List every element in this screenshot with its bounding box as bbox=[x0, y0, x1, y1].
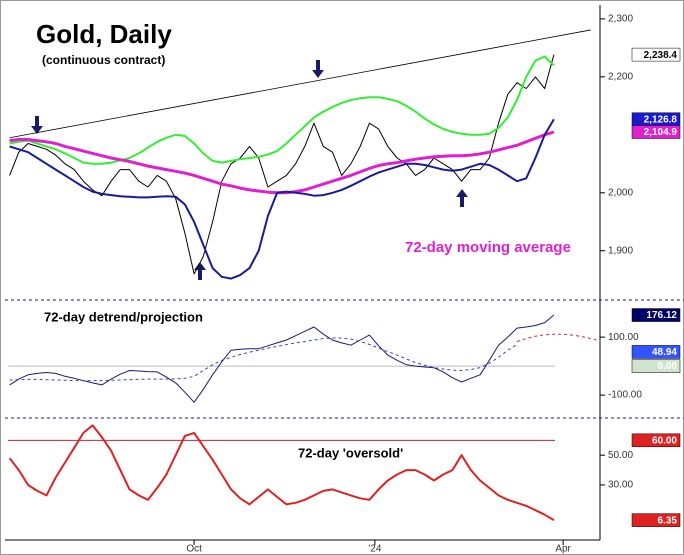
value-marker bbox=[631, 345, 681, 359]
panel-title: 72-day 'oversold' bbox=[298, 445, 403, 460]
arrow-down bbox=[31, 116, 43, 134]
x-tick-label: Oct bbox=[186, 544, 202, 555]
y-tick-label: 2,200 bbox=[608, 72, 633, 83]
value-marker-label: 176.12 bbox=[646, 310, 677, 321]
series-line bbox=[8, 424, 555, 521]
value-marker-label: 2,238.4 bbox=[644, 50, 678, 61]
value-marker-label: 60.00 bbox=[652, 435, 677, 446]
value-marker bbox=[631, 359, 681, 373]
value-marker-label: 2,104.9 bbox=[644, 127, 678, 138]
value-marker-label: 0.00 bbox=[658, 361, 678, 372]
series-line bbox=[9, 337, 518, 382]
series-line bbox=[516, 333, 601, 342]
value-marker-label: 2,126.8 bbox=[644, 114, 678, 125]
series-line bbox=[9, 314, 555, 403]
value-marker bbox=[631, 47, 681, 62]
y-tick-label: 1,900 bbox=[608, 245, 633, 256]
arrow-up bbox=[194, 262, 206, 280]
value-marker bbox=[631, 513, 681, 527]
chart-subtitle: (continuous contract) bbox=[42, 53, 165, 67]
y-tick-label: 2,000 bbox=[608, 187, 633, 198]
arrow-down bbox=[312, 60, 324, 78]
arrow-up bbox=[456, 189, 468, 207]
annotation: 72-day moving average bbox=[405, 239, 571, 256]
y-tick-label: -100.00 bbox=[608, 390, 642, 401]
value-marker bbox=[631, 308, 681, 322]
x-tick-label: Apr bbox=[555, 544, 571, 555]
value-marker-label: 48.94 bbox=[652, 347, 677, 358]
y-tick-label: 30.00 bbox=[608, 480, 633, 491]
y-tick-label: 2,300 bbox=[608, 14, 633, 25]
value-marker-label: 6.35 bbox=[658, 515, 678, 526]
arrows bbox=[31, 60, 468, 280]
x-tick-label: '24 bbox=[368, 544, 381, 555]
chart-title: Gold, Daily bbox=[36, 19, 172, 49]
value-marker bbox=[631, 433, 681, 448]
trend-line bbox=[9, 29, 591, 139]
panel-title: 72-day detrend/projection bbox=[44, 309, 203, 324]
series-line bbox=[9, 55, 555, 165]
y-tick-label: 100.00 bbox=[608, 332, 639, 343]
series-line bbox=[9, 54, 555, 275]
value-marker bbox=[631, 125, 681, 139]
y-tick-label: 50.00 bbox=[608, 450, 633, 461]
series-line bbox=[9, 118, 555, 280]
